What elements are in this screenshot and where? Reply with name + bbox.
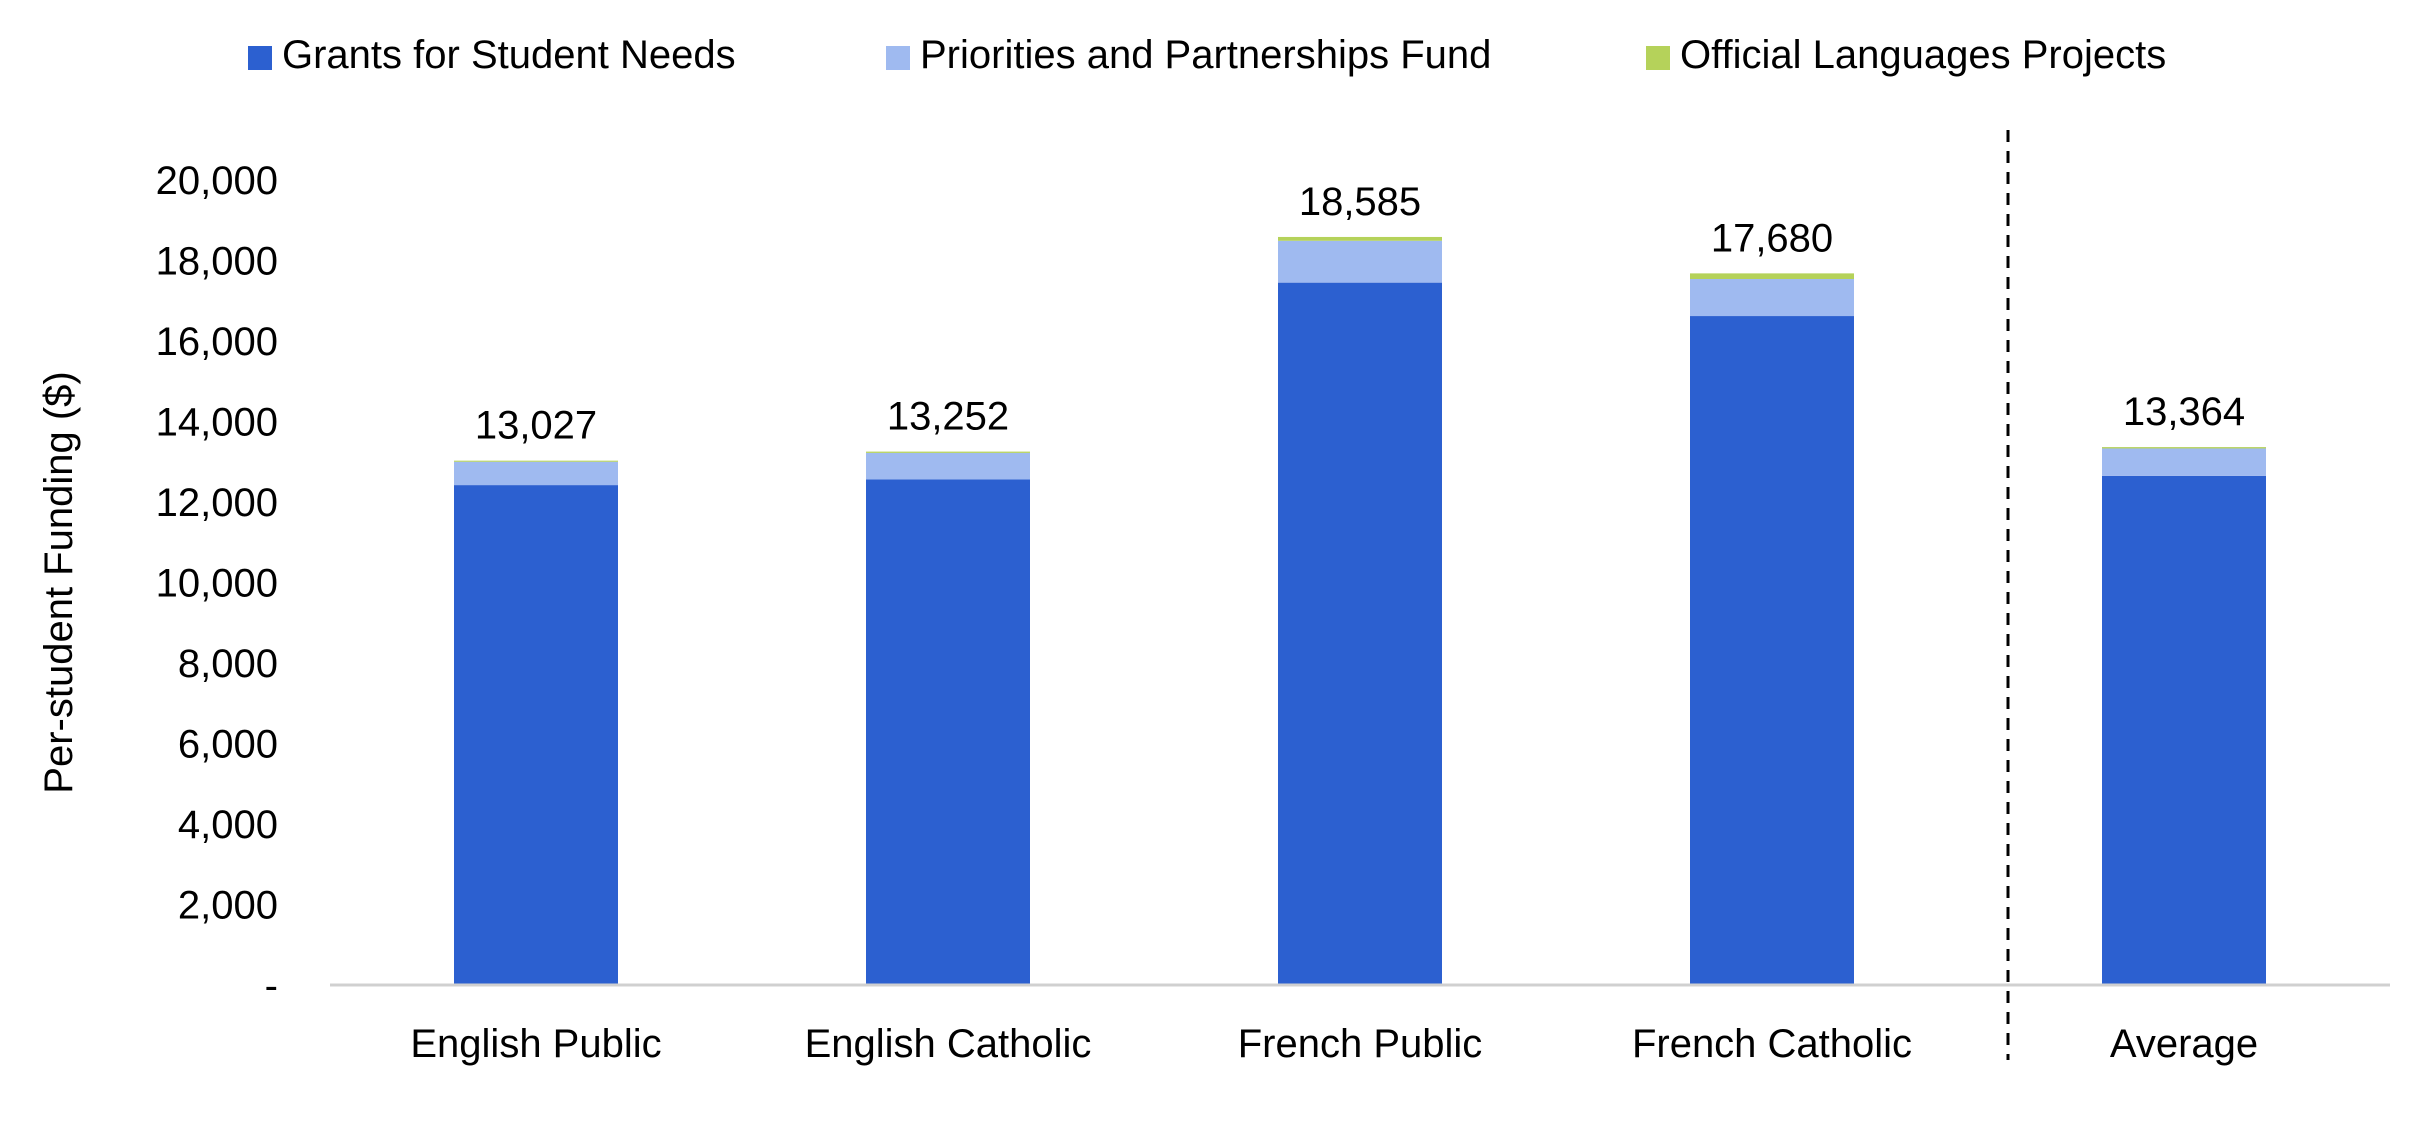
bar-segment-grants-for-student-needs xyxy=(1690,316,1854,985)
x-tick-label: French Public xyxy=(1238,1022,1483,1066)
y-tick-label: 14,000 xyxy=(156,401,278,445)
y-tick-label: 6,000 xyxy=(178,723,278,767)
total-label: 18,585 xyxy=(1299,180,1421,224)
bar-segment-grants-for-student-needs xyxy=(1278,282,1442,985)
bar-segment-official-languages-projects xyxy=(454,460,618,462)
bar-segment-grants-for-student-needs xyxy=(2102,475,2266,985)
chart-legend: Grants for Student Needs Priorities and P… xyxy=(248,33,2166,77)
legend-swatch-priorities-and-partnerships-fund xyxy=(886,46,910,70)
bar-group xyxy=(454,236,2266,985)
x-tick-label: English Public xyxy=(410,1022,661,1066)
legend-label-grants-for-student-needs: Grants for Student Needs xyxy=(282,33,736,77)
bar-segment-official-languages-projects xyxy=(1278,236,1442,241)
bar-segment-official-languages-projects xyxy=(866,451,1030,453)
y-tick-label: 4,000 xyxy=(178,803,278,847)
y-tick-label: 10,000 xyxy=(156,562,278,606)
y-tick-label: 16,000 xyxy=(156,320,278,364)
y-axis-ticks: - 2,000 4,000 6,000 8,000 10,000 12,000 14,000 1… xyxy=(156,159,278,1008)
y-tick-label: 8,000 xyxy=(178,642,278,686)
bar-segment-priorities-and-partnerships-fund xyxy=(1278,240,1442,283)
bar-segment-official-languages-projects xyxy=(2102,447,2266,449)
total-label: 17,680 xyxy=(1711,216,1833,260)
bar-segment-official-languages-projects xyxy=(1690,273,1854,280)
y-axis-label: Per-student Funding ($) xyxy=(37,371,81,793)
legend-label-priorities-and-partnerships-fund: Priorities and Partnerships Fund xyxy=(920,33,1491,77)
bar-segment-priorities-and-partnerships-fund xyxy=(866,452,1030,480)
total-label: 13,364 xyxy=(2123,390,2245,434)
x-tick-label: French Catholic xyxy=(1632,1022,1912,1066)
y-tick-label: 12,000 xyxy=(156,481,278,525)
legend-swatch-grants-for-student-needs xyxy=(248,46,272,70)
y-tick-label: 20,000 xyxy=(156,159,278,203)
x-axis-ticks: English Public English Catholic French Pub… xyxy=(410,1022,2258,1066)
total-labels: 13,027 13,252 18,585 17,680 13,364 xyxy=(475,180,2245,448)
x-tick-label: English Catholic xyxy=(805,1022,1092,1066)
y-tick-label: 2,000 xyxy=(178,884,278,928)
bar-segment-priorities-and-partnerships-fund xyxy=(454,461,618,486)
bar-segment-grants-for-student-needs xyxy=(454,485,618,985)
bar-segment-priorities-and-partnerships-fund xyxy=(1690,279,1854,317)
x-tick-label: Average xyxy=(2110,1022,2258,1066)
y-tick-label: - xyxy=(265,964,278,1008)
legend-label-official-languages-projects: Official Languages Projects xyxy=(1680,33,2166,77)
total-label: 13,252 xyxy=(887,395,1009,439)
bar-segment-priorities-and-partnerships-fund xyxy=(2102,448,2266,476)
y-tick-label: 18,000 xyxy=(156,240,278,284)
bar-segment-grants-for-student-needs xyxy=(866,479,1030,985)
legend-swatch-official-languages-projects xyxy=(1646,46,1670,70)
total-label: 13,027 xyxy=(475,404,597,448)
